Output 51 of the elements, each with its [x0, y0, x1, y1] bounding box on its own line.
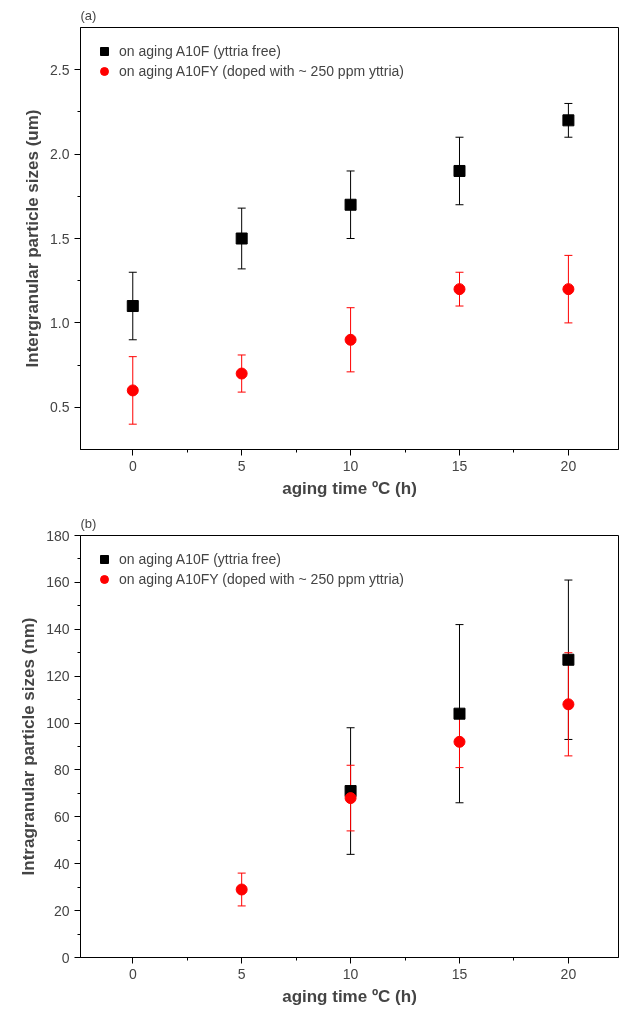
point — [562, 114, 575, 127]
point — [235, 367, 248, 380]
y-tick-label: 1.5 — [50, 230, 70, 247]
point — [453, 283, 466, 296]
point — [235, 232, 248, 245]
legend-label: on aging A10F (yttria free) — [119, 551, 281, 567]
x-axis-title: aging time ºC (h) — [282, 986, 417, 1006]
legend-label: on aging A10F (yttria free) — [119, 43, 281, 59]
legend-label: on aging A10FY (doped with ~ 250 ppm yttria) — [119, 571, 404, 587]
point — [126, 384, 139, 397]
y-tick-label: 120 — [46, 668, 70, 685]
x-tick-label: 15 — [451, 457, 468, 474]
point — [126, 300, 139, 313]
x-tick-label: 10 — [342, 965, 359, 982]
y-tick-label: 40 — [53, 855, 70, 872]
y-axis-title: Intragranular particle sizes (nm) — [19, 617, 39, 876]
x-tick-label: 0 — [128, 457, 137, 474]
point — [235, 883, 248, 896]
point — [562, 698, 575, 711]
y-axis-title: Intergranular particle sizes (um) — [23, 109, 43, 368]
y-tick-label: 60 — [53, 808, 70, 825]
chart-title: (b) — [80, 515, 97, 531]
y-tick-label: 0 — [61, 949, 70, 966]
chart-title: (a) — [80, 7, 97, 23]
point — [344, 198, 357, 211]
y-tick-label: 180 — [46, 527, 70, 544]
x-tick-label: 10 — [342, 457, 359, 474]
point — [344, 333, 357, 346]
y-tick-label: 160 — [46, 574, 70, 591]
x-tick-label: 5 — [237, 457, 246, 474]
y-tick-label: 1.0 — [50, 314, 70, 331]
legend-label: on aging A10FY (doped with ~ 250 ppm yttria) — [119, 63, 404, 79]
y-tick-label: 140 — [46, 621, 70, 638]
y-tick-label: 80 — [53, 761, 70, 778]
point — [453, 707, 466, 720]
y-tick-label: 2.5 — [50, 61, 70, 78]
x-tick-label: 5 — [237, 965, 246, 982]
y-tick-label: 0.5 — [50, 399, 70, 416]
x-tick-label: 15 — [451, 965, 468, 982]
x-axis-title: aging time ºC (h) — [282, 478, 417, 498]
point — [562, 283, 575, 296]
point — [453, 735, 466, 748]
y-tick-label: 20 — [53, 902, 70, 919]
point — [562, 653, 575, 666]
y-tick-label: 2.0 — [50, 146, 70, 163]
point — [453, 164, 466, 177]
x-tick-label: 20 — [560, 457, 577, 474]
x-tick-label: 0 — [128, 965, 137, 982]
x-tick-label: 20 — [560, 965, 577, 982]
y-tick-label: 100 — [46, 715, 70, 732]
point — [344, 792, 357, 805]
